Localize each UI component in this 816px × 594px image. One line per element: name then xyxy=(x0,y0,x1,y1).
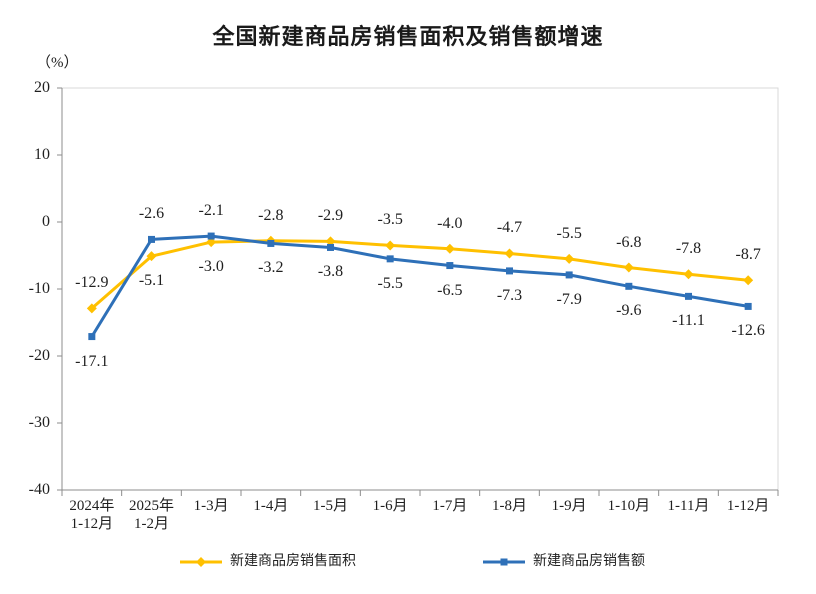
data-label-sales-area: -6.8 xyxy=(616,233,642,251)
data-point-sales-amount xyxy=(446,262,454,270)
x-tick-label: 1-4月 xyxy=(253,498,289,514)
data-label-sales-area: -8.7 xyxy=(735,246,761,264)
data-point-sales-amount xyxy=(267,239,275,247)
x-tick-label: 1-11月 xyxy=(667,498,710,514)
x-tick-label: 1-3月 xyxy=(193,498,229,514)
series-line-sales-amount xyxy=(90,234,749,338)
data-point-sales-amount xyxy=(386,255,394,263)
data-label-sales-amount: -2.1 xyxy=(198,202,224,220)
y-tick-label: -40 xyxy=(28,481,50,498)
x-tick-label: 1-6月 xyxy=(372,498,408,514)
data-point-sales-amount xyxy=(744,302,752,310)
data-label-sales-amount: -2.6 xyxy=(138,205,165,223)
x-tick-label: 2025年 1-2月 xyxy=(128,498,175,532)
x-tick-label: 2024年 1-12月 xyxy=(69,498,115,532)
data-point-sales-area xyxy=(444,243,455,254)
x-tick-label: 1-10月 xyxy=(607,498,651,514)
data-label-sales-amount: -17.1 xyxy=(75,352,109,370)
x-tick-label: 1-7月 xyxy=(432,498,468,514)
data-label-sales-amount: -6.5 xyxy=(437,281,463,299)
data-point-sales-amount xyxy=(327,243,334,251)
data-label-sales-amount: -12.6 xyxy=(731,322,765,340)
data-point-sales-amount xyxy=(88,333,96,341)
x-tick-label: 1-9月 xyxy=(551,498,587,514)
y-tick-label: 10 xyxy=(34,146,50,163)
data-label-sales-amount: -3.8 xyxy=(317,263,344,281)
legend-label-sales-area: 新建商品房销售面积 xyxy=(230,554,356,569)
data-point-sales-area xyxy=(683,269,694,280)
data-point-sales-amount xyxy=(506,267,513,275)
legend-swatch-sales-area xyxy=(180,557,222,567)
data-point-sales-area xyxy=(504,248,515,259)
data-point-sales-amount xyxy=(565,271,573,279)
data-point-sales-area xyxy=(623,262,634,273)
data-point-sales-amount xyxy=(148,235,155,243)
data-label-sales-amount: -9.6 xyxy=(616,302,642,320)
data-point-sales-area xyxy=(564,253,575,264)
data-label-sales-area: -7.8 xyxy=(675,240,702,258)
legend-item-sales-amount: 新建商品房销售额 xyxy=(483,553,645,571)
data-point-sales-area xyxy=(86,303,97,314)
y-axis-unit-label: （%） xyxy=(36,55,79,71)
data-point-sales-amount xyxy=(685,292,692,300)
data-label-sales-area: -5.5 xyxy=(556,224,582,242)
data-label-sales-area: -2.9 xyxy=(317,207,344,225)
data-label-sales-area: -3.0 xyxy=(198,258,224,276)
data-point-sales-area xyxy=(325,236,336,247)
data-point-sales-amount xyxy=(207,232,215,240)
y-tick-label: 20 xyxy=(34,79,50,96)
data-point-sales-area xyxy=(743,275,754,286)
data-label-sales-area: -5.1 xyxy=(138,272,165,290)
data-label-sales-amount: -5.5 xyxy=(377,274,403,292)
data-label-sales-amount: -7.9 xyxy=(556,290,582,308)
chart-title: 全国新建商品房销售面积及销售额增速 xyxy=(212,25,604,50)
y-tick-label: -20 xyxy=(28,347,50,364)
data-point-sales-amount xyxy=(625,282,633,290)
legend-label-sales-amount: 新建商品房销售额 xyxy=(533,554,645,569)
legend-swatch-sales-amount xyxy=(483,558,525,566)
legend-swatch-marker xyxy=(196,557,206,567)
legend-swatch-marker xyxy=(500,558,508,566)
data-point-sales-area xyxy=(385,240,396,251)
data-label-sales-amount: -3.2 xyxy=(258,259,284,277)
x-tick-label: 1-5月 xyxy=(313,498,348,514)
y-tick-label: -10 xyxy=(28,280,50,297)
data-label-sales-amount: -7.3 xyxy=(496,286,523,304)
data-label-sales-area: -4.0 xyxy=(437,214,463,232)
data-point-sales-area xyxy=(206,237,217,248)
legend-item-sales-area: 新建商品房销售面积 xyxy=(180,553,356,571)
series-line-sales-area xyxy=(90,239,749,310)
data-label-sales-area: -3.5 xyxy=(377,211,403,229)
y-tick-label: -30 xyxy=(28,414,50,431)
x-tick-label: 1-8月 xyxy=(492,498,527,514)
data-label-sales-area: -4.7 xyxy=(496,219,523,237)
data-label-sales-amount: -11.1 xyxy=(672,312,705,330)
x-tick-label: 1-12月 xyxy=(726,498,770,514)
data-label-sales-area: -12.9 xyxy=(75,274,109,292)
data-label-sales-area: -2.8 xyxy=(258,206,284,224)
data-point-sales-area xyxy=(146,251,157,262)
y-tick-label: 0 xyxy=(42,213,50,230)
